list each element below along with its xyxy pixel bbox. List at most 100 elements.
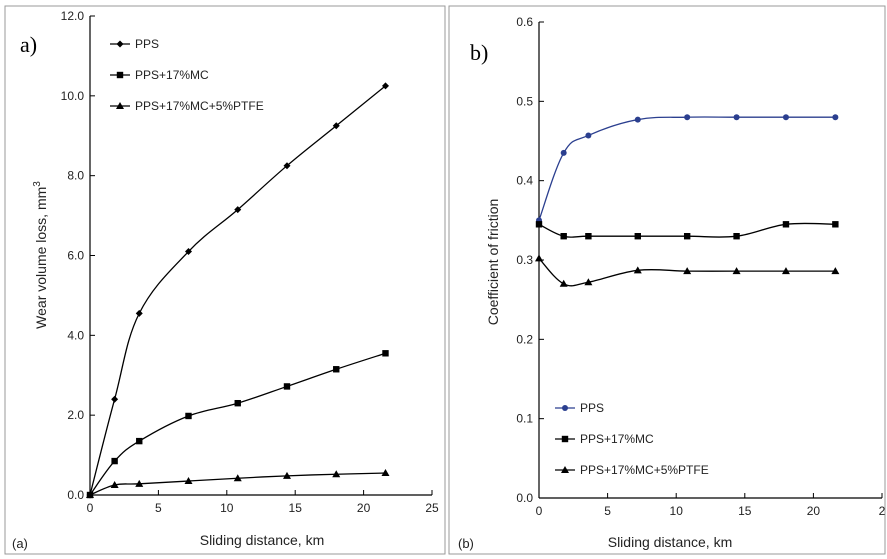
panel-b-data-point — [585, 233, 592, 240]
panel-a-data-point — [283, 162, 291, 170]
panel-a-legend-label: PPS+17%MC — [135, 68, 209, 82]
panel-b-data-point — [634, 116, 641, 123]
panel-b-label: b) — [470, 40, 488, 65]
panel-b-data-point — [585, 132, 592, 139]
panel-b-legend: PPS PPS+17%MC PPS+17%MC+5%PTFE — [555, 401, 709, 477]
panel-a-data-point — [184, 477, 193, 485]
panel-a-legend-marker — [116, 71, 124, 79]
panel-b-data-point — [634, 233, 641, 240]
panel-b-x-tick-label: 0 — [536, 504, 543, 518]
panel-b-data-point — [781, 267, 790, 275]
panel-b-series — [535, 114, 840, 287]
panel-a-data-point — [86, 491, 94, 498]
panel-b-x-tick-label: 10 — [670, 504, 684, 518]
panel-a-legend: PPS PPS+17%MC PPS+17%MC+5%PTFE — [110, 37, 264, 113]
panel-a-x-tick-label: 20 — [357, 501, 371, 515]
panel-a-data-point — [283, 383, 291, 390]
panel-a-y-tick-label: 10.0 — [61, 89, 85, 103]
panel-a-series — [86, 82, 390, 499]
panel-a-data-point — [135, 309, 143, 317]
panel-a-y-tick-label: 6.0 — [67, 249, 84, 263]
panel-a-x-tick-label: 0 — [87, 501, 94, 515]
panel-a-x-axis-label: Sliding distance, km — [200, 532, 325, 548]
panel-a-axes: 0 5 10 15 20 25 0.0 2.0 4.0 6.0 8.0 10.0 12.0 — [61, 9, 439, 515]
panel-b-y-tick-label: 0.3 — [516, 253, 533, 267]
panel-a-caption: (a) — [12, 536, 28, 551]
panel-b-y-tick-label: 0.2 — [516, 332, 533, 346]
panel-a-data-point — [234, 399, 241, 407]
panel-a-data-point — [382, 350, 389, 357]
panel-b-legend-marker — [561, 435, 569, 443]
panel-a-x-tick-label: 15 — [289, 501, 303, 515]
panel-a-data-point — [333, 366, 340, 373]
panel-b-axes: 0 5 10 15 20 2 0.0 0.1 0.2 0.3 0.4 0.5 0.6 — [516, 15, 885, 518]
panel-a-data-point — [185, 412, 192, 420]
panel-a: a) (a) Sliding distance, km Wear volume … — [4, 5, 446, 555]
panel-a-y-tick-label: 12.0 — [61, 9, 85, 23]
panel-a-x-tick-label: 25 — [425, 501, 439, 515]
panel-a-y-axis-label-text: Wear volume loss, mm — [33, 187, 49, 329]
panel-b-x-axis-label: Sliding distance, km — [608, 534, 733, 550]
panel-b-data-point — [732, 267, 741, 275]
panel-b-data-point — [733, 114, 740, 121]
panel-a-data-point — [184, 248, 192, 256]
panel-a-x-tick-label: 5 — [155, 501, 162, 515]
panel-a-y-tick-label: 2.0 — [67, 408, 84, 422]
panel-a-data-point — [332, 122, 340, 130]
panel-a-x-tick-label: 10 — [220, 501, 234, 515]
panel-a-legend-label: PPS+17%MC+5%PTFE — [135, 99, 264, 113]
panel-a-y-tick-label: 4.0 — [67, 328, 84, 342]
panel-b-legend-marker — [561, 466, 569, 473]
panel-a-legend-label: PPS — [135, 37, 159, 51]
panel-b-y-tick-label: 0.0 — [516, 491, 533, 505]
panel-a-data-point — [381, 469, 390, 477]
panel-a-data-point — [282, 471, 291, 479]
panel-a-y-tick-label: 0.0 — [67, 488, 84, 502]
panel-a-data-point — [111, 395, 119, 403]
panel-a-frame — [4, 5, 446, 555]
panel-b-y-tick-label: 0.1 — [516, 412, 533, 426]
panel-b-data-point — [733, 233, 740, 240]
panel-b-y-tick-label: 0.4 — [516, 174, 533, 188]
panel-a-label: a) — [20, 32, 37, 57]
panel-b-legend-label: PPS — [580, 401, 604, 415]
panel-b-x-tick-label: 15 — [738, 504, 752, 518]
panel-b-legend-marker — [562, 405, 568, 411]
panel-b-data-point — [832, 114, 839, 121]
panel-b-legend-label: PPS+17%MC — [580, 432, 654, 446]
panel-b-data-point — [560, 233, 567, 240]
panel-b-data-point — [782, 114, 789, 121]
panel-b-data-point — [560, 149, 567, 156]
panel-a-data-point — [233, 474, 242, 482]
panel-b-data-point — [633, 266, 642, 274]
panel-a-data-point — [234, 206, 242, 214]
panel-b-y-tick-label: 0.6 — [516, 15, 533, 29]
panel-b-caption: (b) — [458, 536, 474, 551]
panel-b-data-point — [831, 267, 840, 275]
panel-a-data-point — [381, 82, 389, 90]
svg-text:Wear volume loss, mm3: Wear volume loss, mm3 — [32, 181, 49, 329]
panel-b-y-axis-label: Coefficient of friction — [485, 199, 501, 326]
panel-a-y-axis-label: Wear volume loss, mm3 — [32, 181, 49, 329]
panel-b-data-point — [683, 233, 691, 240]
panel-a-data-point — [135, 479, 144, 487]
panel-b-x-tick-label: 20 — [807, 504, 821, 518]
panel-b-x-tick-label: 2 — [879, 504, 886, 518]
panel-b-frame — [448, 5, 886, 555]
panel-b-data-point — [684, 114, 691, 121]
panel-a-y-axis-label-superscript: 3 — [32, 181, 43, 187]
panel-b-data-point — [584, 278, 593, 286]
panel-b-data-point — [782, 221, 790, 228]
panel-a-data-point — [110, 481, 119, 489]
panel-b-data-point — [832, 221, 839, 228]
panel-b-series-line-0 — [538, 116, 836, 221]
panel-b-data-point — [559, 279, 568, 287]
panel-b: b) (b) Sliding distance, km Coefficient … — [448, 5, 886, 555]
panel-a-series-line-0 — [89, 85, 386, 496]
panel-a-legend-marker — [116, 40, 124, 48]
panel-b-data-point — [535, 254, 543, 262]
panel-a-data-point — [332, 470, 341, 478]
panel-a-y-tick-label: 8.0 — [67, 169, 84, 183]
panel-b-legend-label: PPS+17%MC+5%PTFE — [580, 463, 709, 477]
panel-b-data-point — [683, 267, 692, 275]
